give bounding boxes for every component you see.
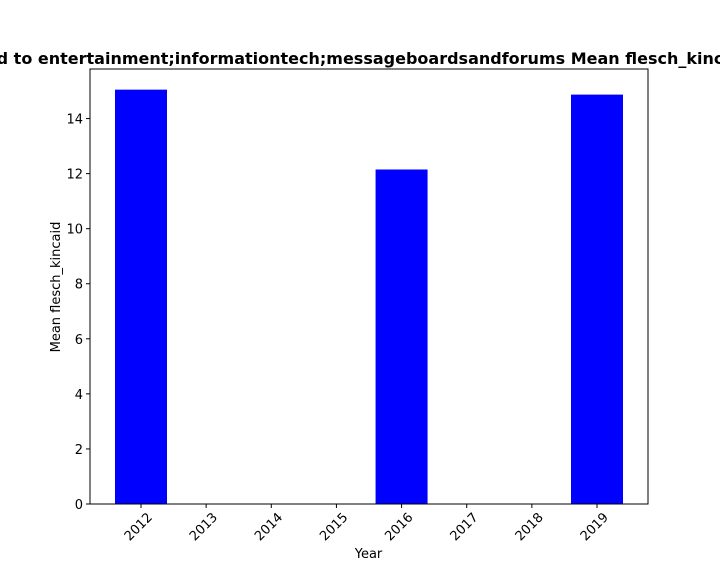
x-tick-label: 2019 — [578, 510, 612, 544]
y-axis-label: Mean flesch_kincaid — [49, 222, 64, 353]
y-tick-label: 8 — [75, 278, 83, 293]
x-tick-label: 2012 — [122, 510, 156, 544]
y-tick-label: 14 — [66, 113, 83, 128]
x-tick-label: 2015 — [317, 510, 351, 544]
bar-2019 — [571, 94, 623, 504]
x-tick-label: 2018 — [513, 510, 547, 544]
bar-2016 — [375, 169, 428, 504]
y-tick-label: 2 — [75, 443, 83, 458]
y-axis-ticks: 0 2 4 6 8 10 12 14 — [66, 113, 90, 513]
y-tick-label: 12 — [66, 168, 83, 183]
y-tick-label: 4 — [75, 388, 83, 403]
x-tick-label: 2016 — [382, 510, 416, 544]
x-tick-label: 2017 — [448, 510, 482, 544]
x-axis-ticks: 2012 2013 2014 2015 2016 2017 2018 2019 — [122, 504, 612, 544]
bars-group — [115, 89, 623, 504]
x-tick-label: 2013 — [187, 510, 221, 544]
x-axis-label: Year — [354, 547, 383, 562]
chart-title: …d to entertainment;informationtech;mess… — [0, 49, 720, 68]
y-tick-label: 10 — [66, 223, 83, 238]
y-tick-label: 6 — [75, 333, 83, 348]
plot-area-frame — [89, 68, 649, 505]
bar-2012 — [115, 89, 167, 504]
x-tick-label: 2014 — [252, 510, 286, 544]
y-tick-label: 0 — [75, 498, 83, 513]
